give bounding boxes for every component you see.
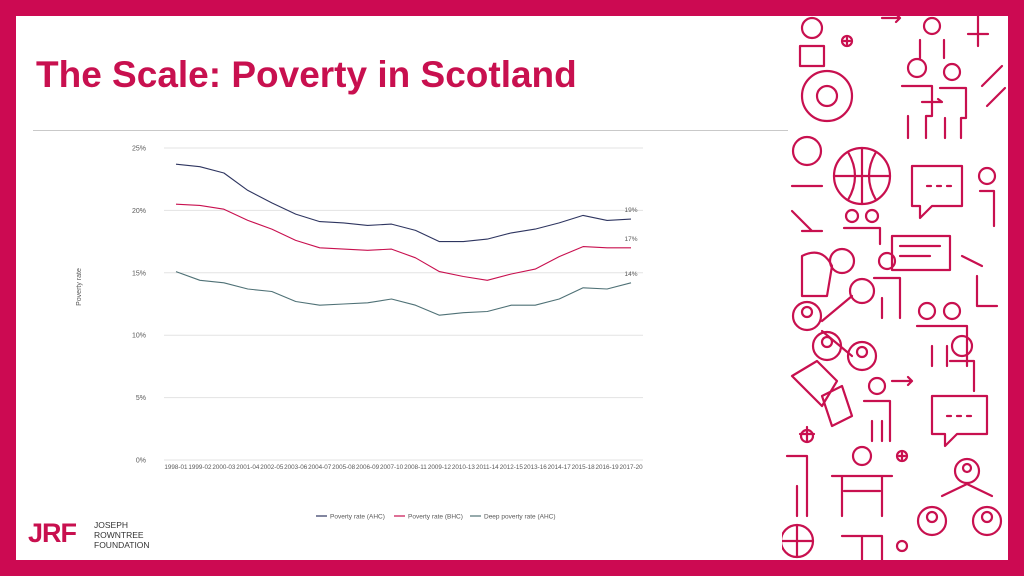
y-tick-label: 0% <box>136 458 146 465</box>
decorative-icon-pattern <box>782 16 1007 560</box>
end-value-label: 17% <box>625 236 638 243</box>
x-tick-label: 1998-01 <box>164 464 188 471</box>
y-axis-ticks: 0% 5% 10% 15% 20% 25% <box>132 146 146 465</box>
series-line-2 <box>175 271 632 316</box>
page-title: The Scale: Poverty in Scotland <box>36 54 577 95</box>
x-tick-label: 2013-16 <box>524 464 548 471</box>
logo-line-1: JOSEPH <box>94 520 129 530</box>
end-value-label: 19% <box>625 207 638 214</box>
y-tick-label: 15% <box>132 270 146 277</box>
series-line-0 <box>175 163 632 243</box>
logo-line-2: ROWNTREE <box>94 530 144 540</box>
legend: Poverty rate (AHC) Poverty rate (BHC) Deep… <box>316 513 556 520</box>
x-tick-label: 2015-18 <box>572 464 596 471</box>
logo-wordmark: JOSEPH ROWNTREE FOUNDATION <box>94 520 150 550</box>
x-tick-label: 2009-12 <box>428 464 452 471</box>
legend-label: Deep poverty rate (AHC) <box>484 513 556 520</box>
x-tick-label: 2003-06 <box>284 464 308 471</box>
x-tick-label: 2014-17 <box>548 464 572 471</box>
logo-line-3: FOUNDATION <box>94 540 150 550</box>
gridlines <box>164 147 643 461</box>
series-lines <box>175 163 632 316</box>
legend-label: Poverty rate (AHC) <box>330 513 385 520</box>
x-tick-label: 2010-13 <box>452 464 476 471</box>
x-tick-label: 2012-15 <box>500 464 524 471</box>
end-labels: 19% 17% 14% <box>625 207 638 278</box>
title-divider <box>33 130 788 131</box>
poverty-line-chart: 0%5%10%15%20%25% 1998-01 1999-02 2000-03 20… <box>76 146 643 521</box>
x-tick-label: 2004-07 <box>308 464 332 471</box>
x-tick-label: 2007-10 <box>380 464 404 471</box>
x-tick-label: 2011-14 <box>476 464 499 471</box>
slide: The Scale: Poverty in Scotland 0% 5% 10% 15… <box>16 16 1008 560</box>
x-tick-label: 2005-08 <box>332 464 356 471</box>
x-tick-label: 2006-09 <box>356 464 380 471</box>
y-axis-label: Poverty rate <box>76 268 83 306</box>
y-tick-label: 20% <box>132 208 146 215</box>
x-tick-label: 1999-02 <box>188 464 212 471</box>
x-tick-label: 2002-05 <box>260 464 284 471</box>
x-tick-label: 2017-20 <box>619 464 643 471</box>
x-axis-ticks: 1998-01 1999-02 2000-03 2001-04 2002-05 2003-… <box>164 464 643 471</box>
y-tick-label: 10% <box>132 333 146 340</box>
legend-label: Poverty rate (BHC) <box>408 513 463 520</box>
x-tick-label: 2016-19 <box>596 464 620 471</box>
y-tick-label: 25% <box>132 146 146 153</box>
x-tick-label: 2000-03 <box>212 464 236 471</box>
logo-mark: JRF <box>28 518 77 548</box>
series-line-1 <box>175 203 631 281</box>
x-tick-label: 2008-11 <box>404 464 427 471</box>
end-value-label: 14% <box>625 271 638 278</box>
x-tick-label: 2001-04 <box>236 464 260 471</box>
y-tick-label: 5% <box>136 395 146 402</box>
